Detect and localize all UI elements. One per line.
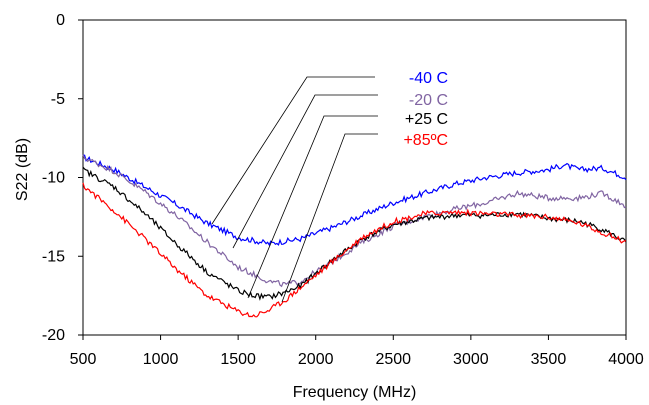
leader-line	[211, 76, 375, 225]
plot-area	[82, 19, 627, 336]
series-label: +85ºC	[403, 132, 448, 149]
series-label: -20 C	[409, 92, 448, 109]
y-tick-label: 0	[56, 12, 65, 29]
x-tick-label: 500	[70, 351, 97, 368]
y-tick-label: -10	[42, 170, 65, 187]
series-label: +25 C	[405, 111, 448, 128]
series-line	[82, 154, 627, 247]
series-line	[82, 182, 626, 318]
leader-line	[281, 133, 378, 303]
x-axis-title: Frequency (MHz)	[293, 384, 417, 401]
leader-line	[232, 94, 378, 249]
series-line	[82, 166, 627, 301]
x-tick-label: 1000	[143, 351, 179, 368]
x-tick-label: 1500	[220, 351, 256, 368]
y-axis-title: S22 (dB)	[14, 138, 31, 201]
leader-line	[247, 115, 378, 299]
x-tick-label: 3000	[453, 351, 489, 368]
y-tick-label: -5	[51, 91, 65, 108]
x-tick-label: 4000	[608, 351, 644, 368]
x-tick-label: 2000	[298, 351, 334, 368]
y-tick-label: -20	[42, 327, 65, 344]
x-tick-label: 2500	[375, 351, 411, 368]
series-label: -40 C	[409, 70, 448, 87]
x-tick-label: 3500	[531, 351, 567, 368]
y-tick-label: -15	[42, 248, 65, 265]
